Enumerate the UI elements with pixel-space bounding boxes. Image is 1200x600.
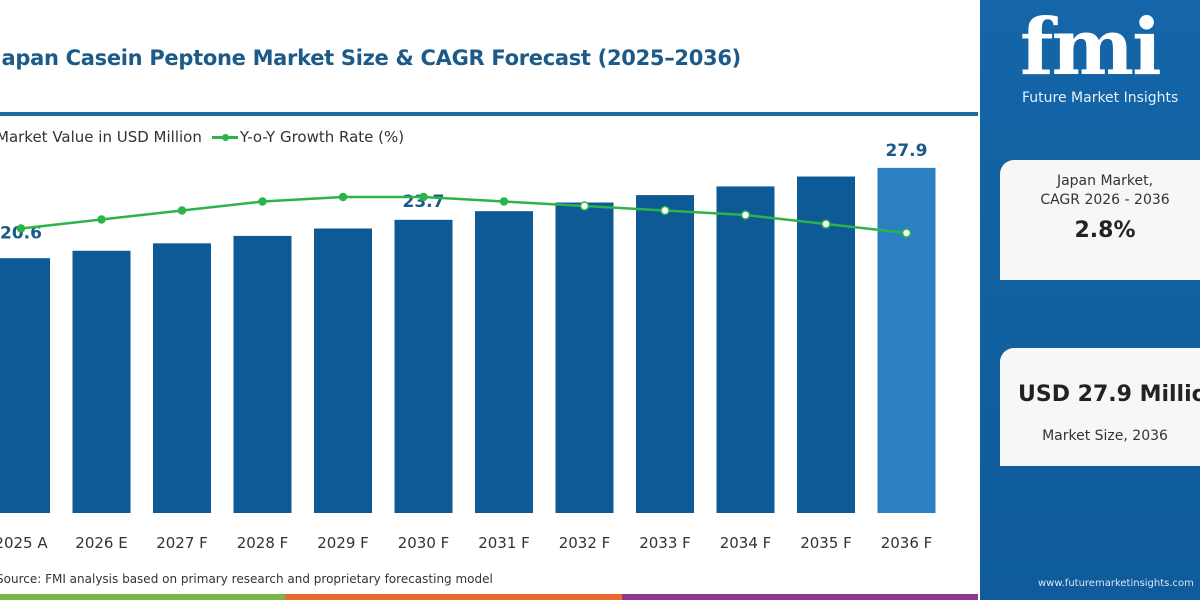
x-tick-label: 2032 F: [559, 534, 611, 552]
bar-2032-F: [555, 202, 614, 513]
cagr-value: 2.8%: [1074, 218, 1136, 243]
growth-point: [258, 197, 267, 206]
x-tick-label: 2030 F: [398, 534, 450, 552]
growth-point: [579, 201, 590, 211]
bar-2028-F: [233, 235, 292, 514]
x-tick-label: 2033 F: [639, 534, 691, 552]
bar-2025-A: [0, 258, 50, 513]
legend-line-icon: [211, 133, 238, 141]
source-note: Source: FMI analysis based on primary re…: [0, 572, 493, 586]
cagr-card: Japan Market, CAGR 2026 - 2036 2.8%: [1000, 160, 1200, 280]
bar-2026-E: [72, 250, 131, 514]
x-tick-label: 2029 F: [317, 534, 369, 552]
bar-2027-F: [153, 243, 211, 514]
x-tick-label: 2034 F: [720, 534, 772, 552]
x-tick-label: 2035 F: [800, 534, 852, 552]
stripe-green: [0, 594, 285, 600]
bar-2034-F: [716, 186, 775, 513]
growth-line: [20, 195, 907, 235]
stripe-purple: [622, 594, 978, 600]
bar-2036-F: [877, 167, 936, 513]
legend-bars: Market Value in USD Million: [0, 128, 202, 146]
logo-subtitle: Future Market Insights: [1022, 90, 1179, 106]
cagr-label-1: Japan Market,: [1056, 173, 1154, 189]
x-tick-label: 2026 E: [75, 534, 127, 552]
x-tick-label: 2031 F: [478, 534, 530, 552]
legend-line: Y-o-Y Growth Rate (%): [239, 128, 405, 146]
growth-point: [177, 206, 187, 215]
stripe-orange: [285, 594, 622, 600]
x-tick-label: 2025 A: [0, 534, 48, 552]
market-size-label: Market Size, 2036: [1042, 428, 1168, 444]
fmi-logo: fmi: [1020, 2, 1162, 93]
growth-point: [821, 219, 831, 229]
growth-point: [338, 192, 348, 202]
bar-2035-F: [797, 176, 855, 513]
bar-2029-F: [314, 228, 372, 514]
growth-point: [660, 205, 670, 216]
growth-point: [97, 215, 106, 224]
cagr-label-2: CAGR 2026 - 2036: [1040, 192, 1170, 208]
bar-2033-F: [636, 195, 694, 513]
growth-point: [901, 228, 912, 238]
bar-2030-F: [394, 219, 453, 513]
website-url: www.futuremarketinsights.com: [1038, 578, 1194, 589]
bar-2031-F: [475, 211, 533, 513]
growth-point: [16, 224, 26, 233]
chart-title: Japan Casein Peptone Market Size & CAGR …: [0, 46, 741, 70]
data-label: 27.9: [886, 141, 928, 161]
growth-point: [499, 197, 509, 206]
x-tick-label: 2036 F: [881, 534, 933, 552]
growth-point: [419, 192, 428, 202]
market-size-value: USD 27.9 Million: [1018, 382, 1200, 407]
x-tick-label: 2027 F: [156, 534, 208, 552]
growth-point: [740, 210, 751, 220]
title-divider: [0, 112, 978, 116]
legend: Market Value in USD Million Y-o-Y Growth…: [0, 128, 404, 146]
sidebar: fmi Future Market Insights Japan Market,…: [980, 0, 1200, 600]
x-tick-label: 2028 F: [237, 534, 289, 552]
market-size-card: USD 27.9 Million Market Size, 2036: [1000, 348, 1200, 466]
